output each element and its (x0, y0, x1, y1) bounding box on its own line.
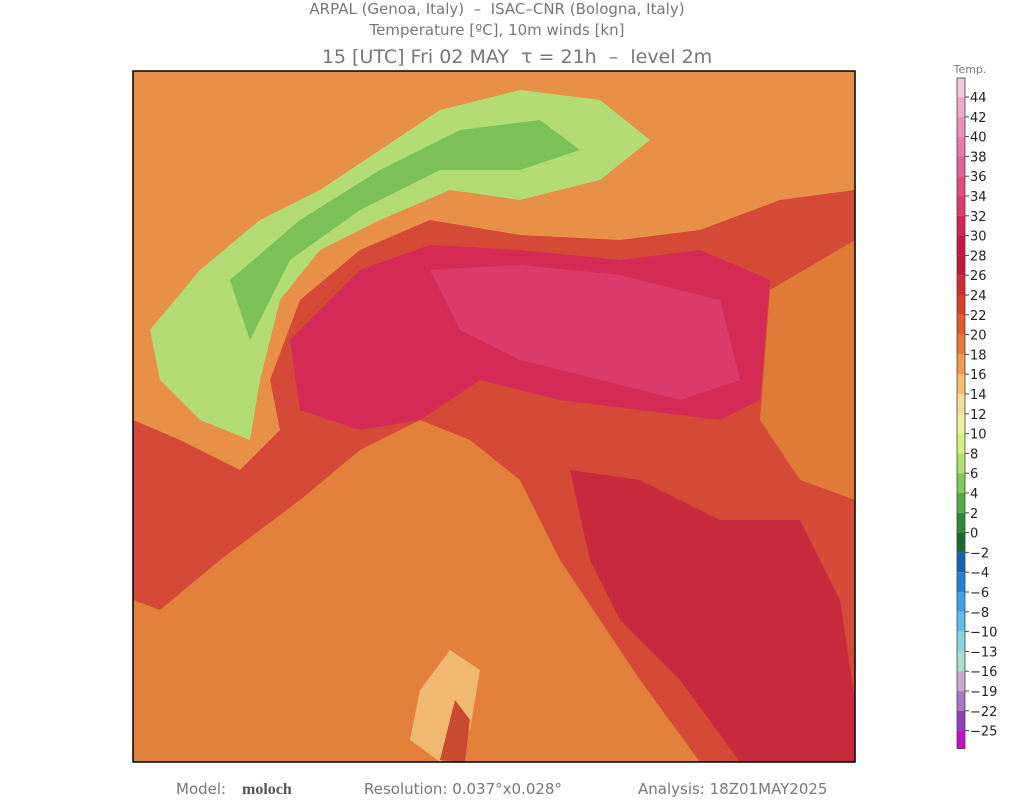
colorbar-label: 16 (970, 368, 987, 383)
colorbar-label: 10 (970, 428, 987, 443)
colorbar-swatch (957, 572, 965, 592)
colorbar-label: 26 (970, 269, 987, 284)
colorbar-label: 30 (970, 230, 987, 245)
colorbar-swatch (957, 512, 965, 533)
colorbar-label: 4 (970, 487, 978, 502)
colorbar-swatch (957, 394, 965, 414)
colorbar-label: −25 (970, 725, 997, 740)
colorbar-swatch (957, 354, 965, 375)
footer-resolution: Resolution: 0.037°x0.028° (364, 780, 562, 798)
header-line: Temperature [ºC], 10m winds [kn] (369, 21, 625, 39)
colorbar-swatch (957, 592, 965, 612)
colorbar-swatch (957, 235, 965, 256)
colorbar-swatch (957, 295, 965, 315)
colorbar-swatch (957, 433, 965, 454)
colorbar-label: 18 (970, 348, 987, 363)
colorbar-label: 2 (970, 507, 978, 522)
colorbar-label: 28 (970, 249, 987, 264)
colorbar-swatch (957, 671, 965, 691)
colorbar-label: −16 (970, 665, 997, 680)
colorbar-swatch (957, 532, 965, 553)
colorbar-label: 8 (970, 447, 978, 462)
colorbar-label: 20 (970, 329, 987, 344)
header-line: 15 [UTC] Fri 02 MAY τ = 21h – level 2m (322, 46, 712, 68)
colorbar-label: 36 (970, 170, 987, 185)
colorbar-swatch (957, 255, 965, 276)
colorbar-label: −4 (970, 566, 989, 581)
map-frame (132, 70, 856, 763)
colorbar-swatch (957, 611, 965, 632)
colorbar-swatch (957, 631, 965, 652)
colorbar-swatch (957, 473, 965, 493)
footer-analysis: Analysis: 18Z01MAY2025 (638, 780, 827, 798)
colorbar-title: Temp. (953, 63, 987, 76)
colorbar-label: −2 (970, 546, 989, 561)
colorbar-label: −19 (970, 685, 997, 700)
colorbar-label: 32 (970, 210, 987, 225)
colorbar-label: −6 (970, 586, 989, 601)
colorbar-label: −8 (970, 606, 989, 621)
colorbar-label: 38 (970, 150, 987, 165)
colorbar-swatch (957, 651, 965, 672)
colorbar-swatch (957, 97, 965, 117)
colorbar-swatch (957, 314, 965, 335)
colorbar-label: −13 (970, 645, 997, 660)
colorbar-label: 24 (970, 289, 987, 304)
header-line: ARPAL (Genoa, Italy) – ISAC–CNR (Bologna… (309, 0, 684, 18)
colorbar-swatch (957, 730, 965, 749)
colorbar-swatch (957, 78, 965, 97)
colorbar-swatch (957, 691, 965, 711)
colorbar-swatch (957, 176, 965, 196)
colorbar-swatch (957, 710, 965, 731)
colorbar-swatch (957, 453, 965, 474)
colorbar-label: 22 (970, 309, 987, 324)
colorbar-label: 44 (970, 91, 987, 106)
colorbar-swatch (957, 334, 965, 355)
colorbar-swatch (957, 136, 965, 157)
footer-model: moloch (242, 781, 292, 798)
colorbar-swatch (957, 493, 965, 513)
colorbar-label: 12 (970, 408, 987, 423)
colorbar-label: −22 (970, 705, 997, 720)
colorbar-swatch (957, 374, 965, 394)
colorbar-label: 6 (970, 467, 978, 482)
colorbar-label: −10 (970, 626, 997, 641)
colorbar-label: 14 (970, 388, 987, 403)
colorbar-swatch (957, 552, 965, 573)
colorbar-label: 0 (970, 527, 978, 542)
colorbar-swatch (957, 275, 965, 295)
colorbar-label: 40 (970, 131, 987, 146)
colorbar-swatch (957, 116, 965, 137)
footer-label: Model: (176, 780, 226, 798)
colorbar-swatch (957, 413, 965, 434)
map (133, 71, 855, 762)
colorbar-swatch (957, 156, 965, 177)
colorbar-label: 34 (970, 190, 987, 205)
colorbar: Temp. 4442403836343230282624222018161412… (953, 63, 997, 749)
colorbar-swatch (957, 215, 965, 236)
colorbar-swatch (957, 196, 965, 216)
colorbar-label: 42 (970, 111, 987, 126)
